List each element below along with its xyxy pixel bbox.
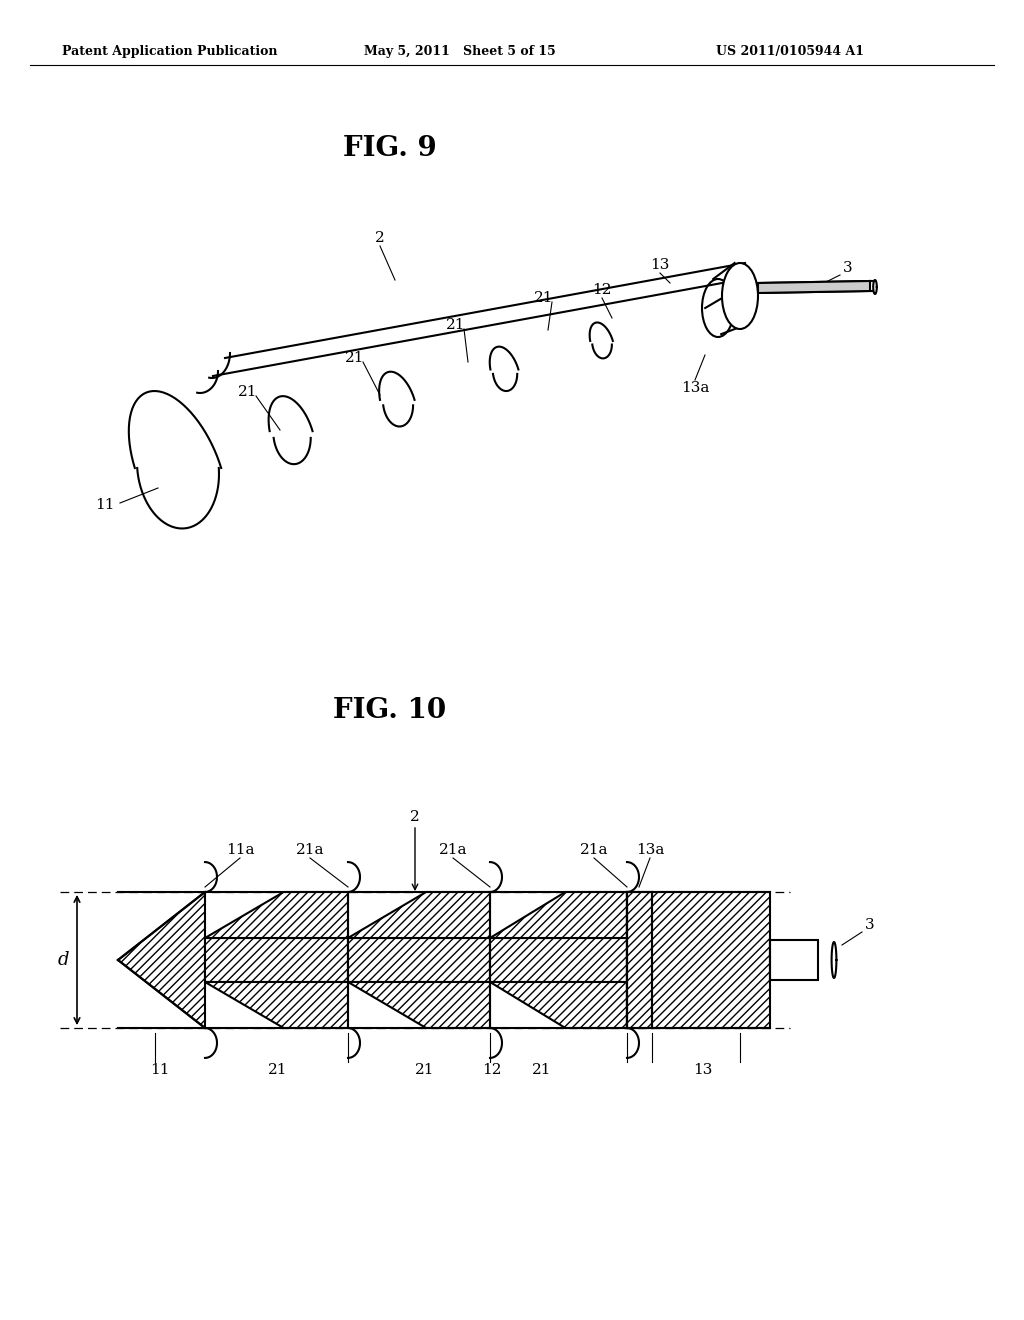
Text: 13a: 13a [636,843,665,857]
Text: 21: 21 [268,1063,288,1077]
Text: 21a: 21a [438,843,467,857]
Text: US 2011/0105944 A1: US 2011/0105944 A1 [716,45,864,58]
Polygon shape [205,939,348,982]
Text: 2: 2 [375,231,385,246]
Text: 21: 21 [446,318,466,333]
Polygon shape [627,892,652,1028]
Text: 3: 3 [843,261,853,275]
Polygon shape [490,892,627,939]
Text: 21: 21 [532,1063,552,1077]
Polygon shape [348,939,490,982]
Text: 13: 13 [693,1063,713,1077]
Text: 11a: 11a [225,843,254,857]
Text: FIG. 10: FIG. 10 [334,697,446,723]
Polygon shape [490,939,627,982]
Polygon shape [348,982,490,1028]
Text: 13a: 13a [681,381,710,395]
Text: 21a: 21a [580,843,608,857]
Polygon shape [770,940,818,979]
Text: 11: 11 [151,1063,170,1077]
Polygon shape [348,892,490,939]
Polygon shape [205,892,348,939]
Polygon shape [627,892,770,1028]
Text: May 5, 2011   Sheet 5 of 15: May 5, 2011 Sheet 5 of 15 [365,45,556,58]
Text: 21: 21 [535,290,554,305]
Text: 12: 12 [482,1063,502,1077]
Text: 11: 11 [95,498,115,512]
Ellipse shape [722,263,758,329]
Text: 2: 2 [411,810,420,824]
Polygon shape [118,892,205,1028]
Polygon shape [205,982,348,1028]
Text: 12: 12 [592,282,611,297]
Polygon shape [758,281,870,293]
Polygon shape [490,982,627,1028]
Text: d: d [57,950,69,969]
Text: 3: 3 [865,917,874,932]
Text: FIG. 9: FIG. 9 [343,135,437,161]
Text: 21: 21 [239,385,258,399]
Text: Patent Application Publication: Patent Application Publication [62,45,278,58]
Text: 21a: 21a [296,843,325,857]
Text: 21: 21 [345,351,365,366]
Text: 21: 21 [416,1063,435,1077]
Text: 13: 13 [650,257,670,272]
